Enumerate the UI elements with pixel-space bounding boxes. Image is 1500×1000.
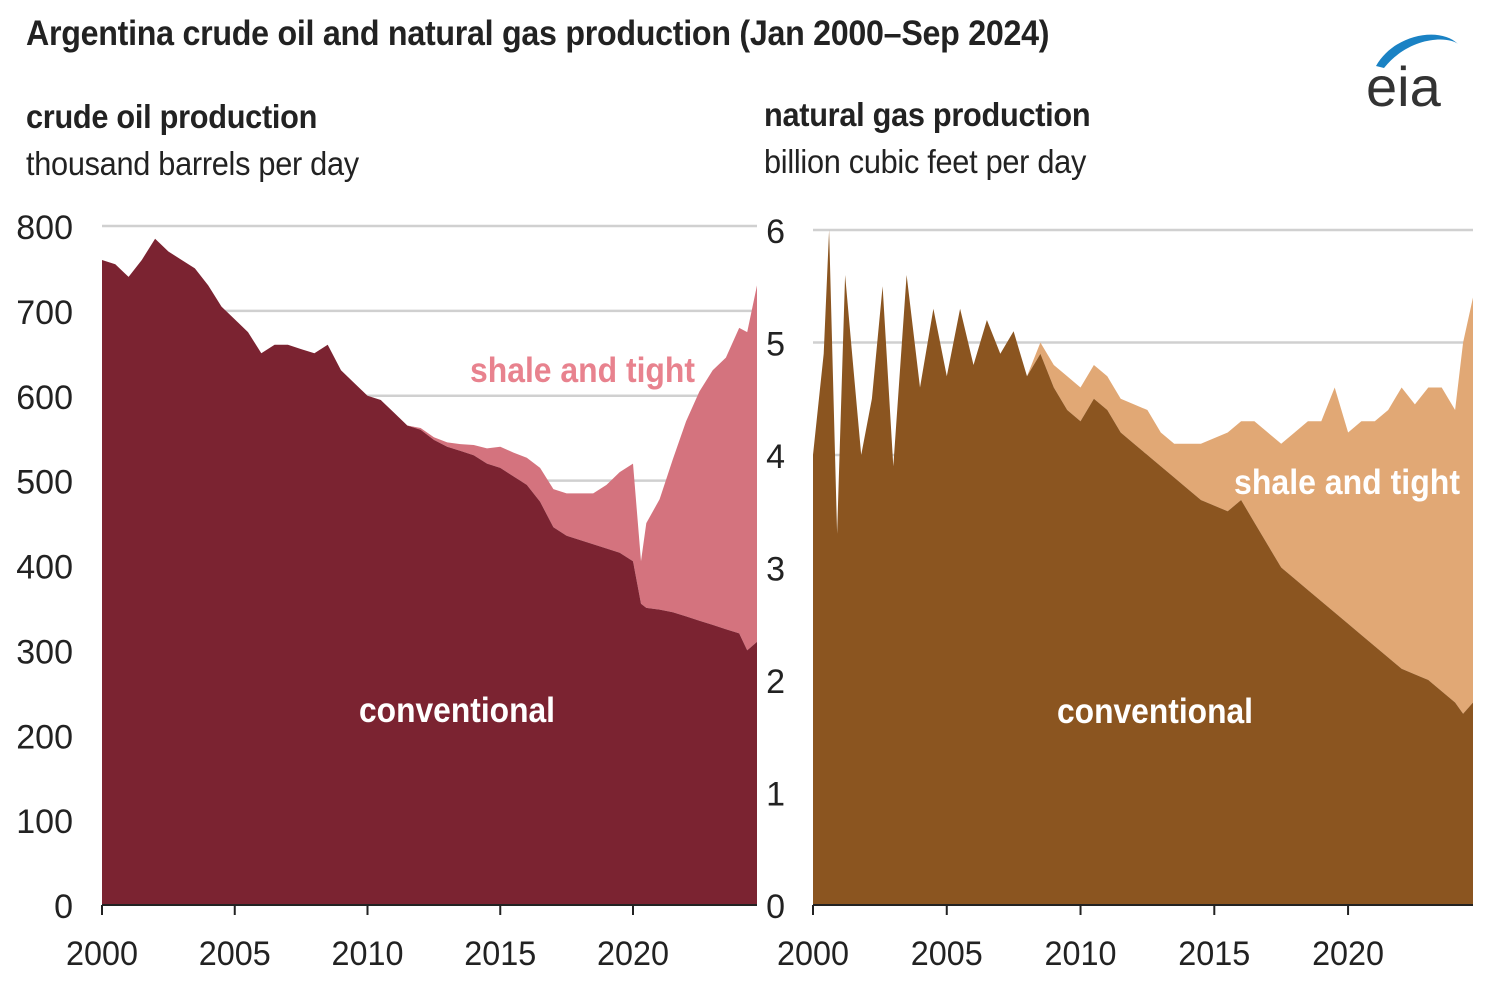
y-tick-label: 3 <box>766 551 785 589</box>
gas-panel-title: natural gas production <box>764 96 1091 133</box>
oil-panel-unit: thousand barrels per day <box>26 145 359 182</box>
y-tick-label: 700 <box>16 294 73 332</box>
x-tick-label: 2015 <box>464 935 536 973</box>
chart-title: Argentina crude oil and natural gas prod… <box>26 14 1050 53</box>
y-tick-label: 0 <box>766 888 785 926</box>
y-tick-label: 5 <box>766 326 785 364</box>
x-tick-label: 2000 <box>66 935 138 973</box>
annotation-conventional: conventional <box>1057 692 1253 731</box>
x-tick-label: 2000 <box>777 935 849 973</box>
eia-logo-swoosh <box>1376 34 1458 68</box>
eia-logo-icon: eia <box>1366 34 1458 114</box>
x-tick-label: 2020 <box>1312 935 1384 973</box>
oil-chart: 2000 2005 2010 2015 2020 0 100 200 300 400 500 600 7… <box>16 209 757 973</box>
y-tick-label: 2 <box>766 663 785 701</box>
area-shale-and-tight <box>102 238 757 651</box>
x-tick-label: 2010 <box>332 935 404 973</box>
annotation-shale-and-tight: shale and tight <box>1234 463 1460 502</box>
y-tick-label: 400 <box>16 549 73 587</box>
y-tick-label: 600 <box>16 379 73 417</box>
x-tick-label: 2005 <box>911 935 983 973</box>
oil-panel-title: crude oil production <box>26 98 318 135</box>
y-tick-label: 100 <box>16 803 73 841</box>
y-tick-label: 200 <box>16 718 73 756</box>
x-tick-label: 2005 <box>199 935 271 973</box>
x-tick-label: 2020 <box>597 935 669 973</box>
y-tick-label: 500 <box>16 464 73 502</box>
y-tick-label: 4 <box>766 438 785 476</box>
y-tick-label: 1 <box>766 776 785 814</box>
y-tick-label: 0 <box>54 888 73 926</box>
annotation-shale-and-tight: shale and tight <box>470 351 695 390</box>
y-tick-label: 300 <box>16 633 73 671</box>
annotation-conventional: conventional <box>359 691 555 730</box>
gas-panel-unit: billion cubic feet per day <box>764 143 1087 180</box>
y-tick-label: 800 <box>16 209 73 247</box>
y-tick-label: 6 <box>766 213 785 251</box>
area-conventional <box>102 238 757 905</box>
area-conventional <box>813 230 1473 905</box>
x-tick-label: 2010 <box>1045 935 1117 973</box>
gas-chart: 2000 2005 2010 2015 2020 0 1 2 3 4 5 6 shale and tig… <box>766 213 1473 973</box>
area-shale-and-tight <box>813 230 1473 714</box>
eia-logo-text: eia <box>1366 55 1442 114</box>
x-tick-label: 2015 <box>1178 935 1250 973</box>
